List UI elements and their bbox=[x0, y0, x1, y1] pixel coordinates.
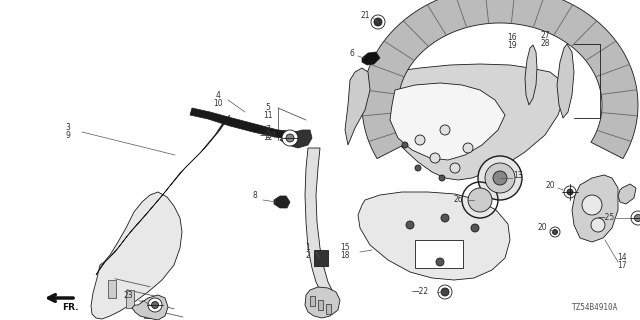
Circle shape bbox=[450, 163, 460, 173]
Text: 17: 17 bbox=[617, 261, 627, 270]
Text: 6: 6 bbox=[349, 49, 355, 58]
Circle shape bbox=[634, 214, 640, 221]
Text: 18: 18 bbox=[340, 252, 349, 260]
Polygon shape bbox=[362, 52, 380, 65]
Circle shape bbox=[591, 218, 605, 232]
Circle shape bbox=[631, 211, 640, 225]
Circle shape bbox=[550, 227, 560, 237]
Text: 10: 10 bbox=[213, 99, 223, 108]
Circle shape bbox=[402, 142, 408, 148]
Text: 20: 20 bbox=[545, 180, 555, 189]
Text: 8: 8 bbox=[253, 191, 257, 201]
Text: —25: —25 bbox=[597, 213, 614, 222]
Circle shape bbox=[415, 165, 421, 171]
Polygon shape bbox=[572, 175, 618, 242]
Polygon shape bbox=[358, 192, 510, 280]
Circle shape bbox=[485, 163, 515, 193]
Text: 11: 11 bbox=[263, 111, 273, 121]
Text: 23: 23 bbox=[123, 292, 133, 300]
Text: 12: 12 bbox=[263, 133, 273, 142]
Bar bbox=[126, 290, 134, 308]
Text: 7: 7 bbox=[266, 125, 271, 134]
Text: TZ54B4910A: TZ54B4910A bbox=[572, 303, 618, 312]
Circle shape bbox=[567, 189, 573, 195]
Circle shape bbox=[282, 130, 298, 146]
Polygon shape bbox=[360, 64, 565, 180]
Text: 1: 1 bbox=[306, 243, 310, 252]
Polygon shape bbox=[132, 295, 168, 320]
Polygon shape bbox=[274, 196, 290, 208]
Circle shape bbox=[468, 188, 492, 212]
Polygon shape bbox=[557, 44, 574, 118]
Text: —24: —24 bbox=[259, 132, 276, 140]
Circle shape bbox=[148, 298, 162, 312]
Bar bbox=[318, 300, 323, 310]
Polygon shape bbox=[362, 0, 638, 159]
Bar bbox=[326, 304, 331, 314]
Circle shape bbox=[430, 153, 440, 163]
Polygon shape bbox=[618, 184, 636, 204]
Bar bbox=[415, 240, 463, 268]
Text: 27: 27 bbox=[540, 31, 550, 41]
Bar bbox=[144, 300, 152, 318]
Text: 21: 21 bbox=[360, 12, 370, 20]
Circle shape bbox=[439, 175, 445, 181]
Text: 14: 14 bbox=[617, 253, 627, 262]
Circle shape bbox=[436, 258, 444, 266]
Polygon shape bbox=[305, 148, 334, 298]
Circle shape bbox=[463, 143, 473, 153]
Circle shape bbox=[406, 221, 414, 229]
Text: 13: 13 bbox=[513, 172, 523, 180]
Circle shape bbox=[152, 301, 159, 308]
Polygon shape bbox=[91, 192, 182, 319]
Circle shape bbox=[471, 224, 479, 232]
Text: 9: 9 bbox=[65, 132, 70, 140]
Text: 4: 4 bbox=[216, 91, 220, 100]
Polygon shape bbox=[190, 108, 308, 143]
Circle shape bbox=[582, 195, 602, 215]
Text: 26: 26 bbox=[453, 196, 463, 204]
Text: —22: —22 bbox=[412, 287, 429, 297]
Text: 5: 5 bbox=[266, 103, 271, 113]
Text: 2: 2 bbox=[306, 251, 310, 260]
Text: 15: 15 bbox=[340, 244, 350, 252]
Text: 16: 16 bbox=[507, 34, 517, 43]
Polygon shape bbox=[305, 287, 340, 318]
Text: 3: 3 bbox=[65, 124, 70, 132]
Circle shape bbox=[441, 214, 449, 222]
Bar bbox=[108, 280, 116, 298]
Circle shape bbox=[440, 125, 450, 135]
Text: 28: 28 bbox=[540, 39, 550, 49]
Circle shape bbox=[371, 15, 385, 29]
Circle shape bbox=[286, 134, 294, 142]
Circle shape bbox=[374, 18, 382, 26]
Polygon shape bbox=[390, 83, 505, 160]
Circle shape bbox=[552, 229, 557, 235]
Text: 19: 19 bbox=[507, 42, 517, 51]
Bar bbox=[310, 296, 315, 306]
Polygon shape bbox=[96, 115, 230, 275]
Circle shape bbox=[415, 135, 425, 145]
Text: 20: 20 bbox=[537, 223, 547, 233]
Circle shape bbox=[493, 171, 507, 185]
Circle shape bbox=[564, 186, 576, 198]
Polygon shape bbox=[525, 45, 537, 105]
Circle shape bbox=[478, 156, 522, 200]
Text: FR.: FR. bbox=[61, 303, 78, 313]
Circle shape bbox=[438, 285, 452, 299]
Polygon shape bbox=[280, 130, 312, 148]
Polygon shape bbox=[345, 68, 370, 145]
Bar bbox=[314, 250, 328, 266]
Circle shape bbox=[441, 288, 449, 296]
